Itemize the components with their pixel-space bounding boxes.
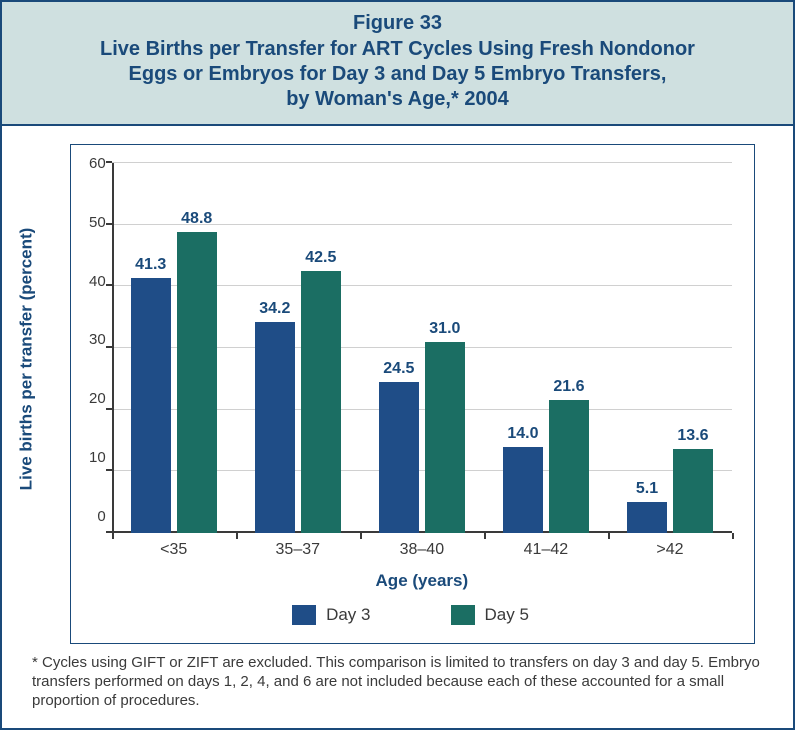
y-tick-label: 10 bbox=[89, 449, 106, 466]
x-tick-mark bbox=[360, 533, 362, 539]
bar: 24.5 bbox=[379, 382, 419, 533]
y-tick-label: 30 bbox=[89, 331, 106, 348]
x-axis-ticks: <3535–3738–4041–42>42 bbox=[112, 541, 732, 559]
figure-footnote: * Cycles using GIFT or ZIFT are excluded… bbox=[30, 654, 765, 710]
legend: Day 3 Day 5 bbox=[89, 605, 732, 625]
y-tick-label: 20 bbox=[89, 390, 106, 407]
bar-value-label: 21.6 bbox=[553, 378, 584, 400]
figure-title-block: Figure 33 Live Births per Transfer for A… bbox=[2, 2, 793, 126]
bar: 34.2 bbox=[255, 322, 295, 533]
bar-group: 34.242.5 bbox=[236, 163, 360, 533]
bar-value-label: 24.5 bbox=[383, 360, 414, 382]
figure-title-line-3: by Woman's Age,* 2004 bbox=[286, 88, 509, 110]
legend-item-day3: Day 3 bbox=[292, 605, 370, 625]
legend-label-day5: Day 5 bbox=[485, 605, 529, 625]
x-axis-label: Age (years) bbox=[112, 571, 732, 591]
bar-value-label: 13.6 bbox=[677, 427, 708, 449]
y-tick-label: 0 bbox=[97, 508, 105, 525]
y-tick-label: 50 bbox=[89, 214, 106, 231]
chart-row: 6050403020100 41.348.834.242.524.531.014… bbox=[89, 163, 732, 591]
figure-title-line-1: Live Births per Transfer for ART Cycles … bbox=[100, 38, 695, 60]
x-tick-label: 35–37 bbox=[236, 541, 360, 559]
bar-value-label: 41.3 bbox=[135, 256, 166, 278]
bar: 5.1 bbox=[627, 502, 667, 533]
bar: 41.3 bbox=[131, 278, 171, 533]
bar-group: 14.021.6 bbox=[484, 163, 608, 533]
plot-area: 41.348.834.242.524.531.014.021.65.113.6 bbox=[112, 163, 732, 533]
bar: 31.0 bbox=[425, 342, 465, 533]
y-axis-label: Live births per transfer (percent) bbox=[16, 228, 36, 491]
x-tick-label: <35 bbox=[112, 541, 236, 559]
figure-title: Live Births per Transfer for ART Cycles … bbox=[32, 37, 763, 112]
bar-value-label: 31.0 bbox=[429, 320, 460, 342]
x-tick-label: 38–40 bbox=[360, 541, 484, 559]
bar-value-label: 14.0 bbox=[507, 425, 538, 447]
figure-number: Figure 33 bbox=[32, 12, 763, 35]
legend-swatch-day5 bbox=[451, 605, 475, 625]
bar-groups: 41.348.834.242.524.531.014.021.65.113.6 bbox=[112, 163, 732, 533]
figure-container: Figure 33 Live Births per Transfer for A… bbox=[0, 0, 795, 730]
bar-group: 24.531.0 bbox=[360, 163, 484, 533]
x-tick-mark bbox=[608, 533, 610, 539]
bar-value-label: 48.8 bbox=[181, 210, 212, 232]
x-tick-mark bbox=[236, 533, 238, 539]
x-tick-mark bbox=[484, 533, 486, 539]
bar: 21.6 bbox=[549, 400, 589, 533]
bar: 42.5 bbox=[301, 271, 341, 533]
y-tick-label: 40 bbox=[89, 273, 106, 290]
x-tick-mark bbox=[732, 533, 734, 539]
bar: 14.0 bbox=[503, 447, 543, 533]
bar-group: 5.113.6 bbox=[608, 163, 732, 533]
x-tick-mark bbox=[112, 533, 114, 539]
legend-swatch-day3 bbox=[292, 605, 316, 625]
bar-value-label: 34.2 bbox=[259, 300, 290, 322]
bar-value-label: 42.5 bbox=[305, 249, 336, 271]
bar: 13.6 bbox=[673, 449, 713, 533]
legend-item-day5: Day 5 bbox=[451, 605, 529, 625]
x-tick-label: 41–42 bbox=[484, 541, 608, 559]
bar-value-label: 5.1 bbox=[636, 480, 658, 502]
plot-wrap: 41.348.834.242.524.531.014.021.65.113.6 … bbox=[112, 163, 732, 591]
bar: 48.8 bbox=[177, 232, 217, 533]
x-tick-label: >42 bbox=[608, 541, 732, 559]
chart-panel: 6050403020100 41.348.834.242.524.531.014… bbox=[70, 144, 755, 644]
y-tick-label: 60 bbox=[89, 155, 106, 172]
figure-body: Live births per transfer (percent) 60 50 4… bbox=[2, 126, 793, 728]
legend-label-day3: Day 3 bbox=[326, 605, 370, 625]
bar-group: 41.348.8 bbox=[112, 163, 236, 533]
y-axis-label-wrap: Live births per transfer (percent) bbox=[6, 144, 46, 574]
figure-title-line-2: Eggs or Embryos for Day 3 and Day 5 Embr… bbox=[129, 63, 667, 85]
